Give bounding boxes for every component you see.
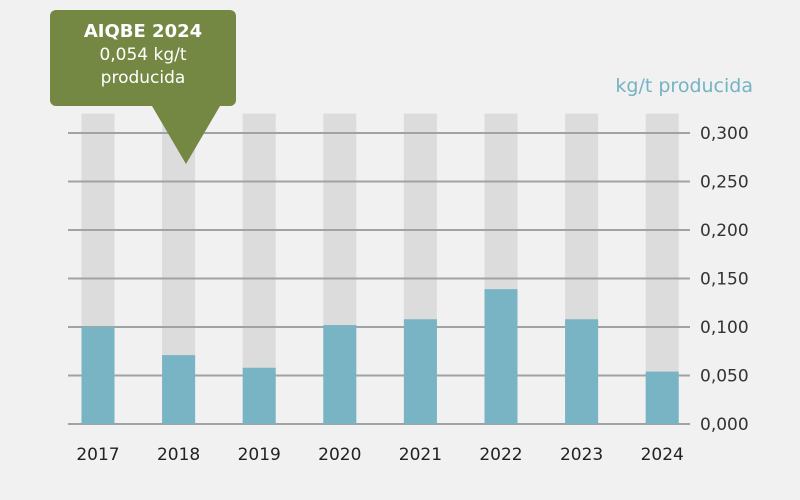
bar-2022 xyxy=(484,289,518,424)
x-tick-label: 2024 xyxy=(641,445,684,465)
tooltip-value: 0,054 kg/t xyxy=(99,45,187,65)
bar-2017 xyxy=(81,327,115,424)
y-tick-label: 0,000 xyxy=(700,415,749,435)
x-tick-label: 2021 xyxy=(399,445,442,465)
bar-2023 xyxy=(565,319,599,424)
x-tick-label: 2023 xyxy=(560,445,603,465)
x-tick-label: 2022 xyxy=(479,445,522,465)
y-tick-label: 0,200 xyxy=(700,221,749,241)
tooltip-pointer xyxy=(152,106,220,164)
y-tick-label: 0,300 xyxy=(700,124,749,144)
y-axis-unit-label: kg/t producida xyxy=(615,75,753,97)
y-tick-label: 0,150 xyxy=(700,270,749,290)
bar-2018 xyxy=(162,355,196,424)
bar-2021 xyxy=(403,319,437,424)
y-axis-ticks: 0,000 0,050 0,100 0,150 0,200 0,250 0,300 xyxy=(700,124,749,435)
x-tick-label: 2020 xyxy=(318,445,361,465)
x-tick-label: 2018 xyxy=(157,445,200,465)
bar-2019 xyxy=(242,367,276,424)
y-tick-label: 0,050 xyxy=(700,367,749,387)
bar-2020 xyxy=(323,325,357,424)
tooltip-unit: producida xyxy=(100,68,186,88)
x-axis-labels: 2017 2018 2019 2020 2021 2022 2023 2024 xyxy=(76,445,683,465)
y-tick-label: 0,100 xyxy=(700,318,749,338)
bar-2024 xyxy=(645,371,679,424)
y-tick-label: 0,250 xyxy=(700,173,749,193)
x-tick-label: 2017 xyxy=(76,445,119,465)
tooltip-title: AIQBE 2024 xyxy=(83,21,203,42)
x-tick-label: 2019 xyxy=(238,445,281,465)
data-bars xyxy=(81,289,679,424)
tooltip-callout: AIQBE 2024 0,054 kg/t producida xyxy=(50,10,236,164)
